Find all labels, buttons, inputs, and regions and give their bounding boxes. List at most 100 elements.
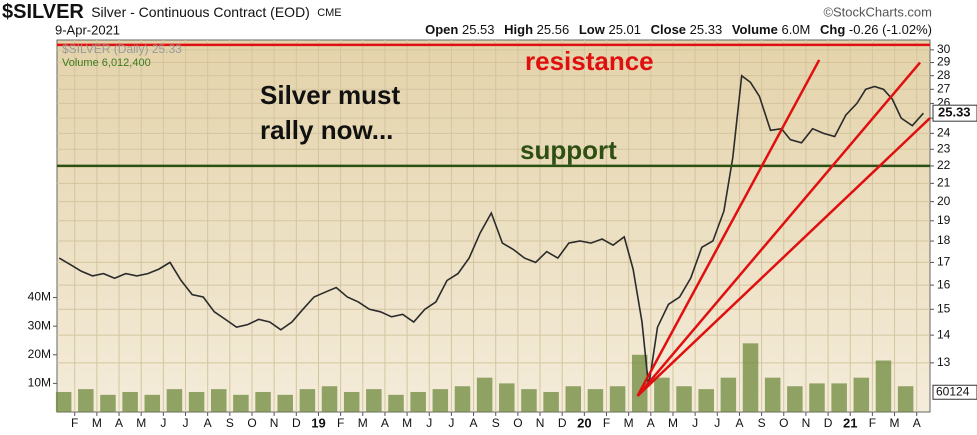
x-tick-label: D (558, 416, 567, 430)
x-tick-label: F (71, 416, 78, 430)
legend-value: 6,012,400 (102, 57, 151, 69)
trend-line (636, 117, 931, 397)
y2-tick-label: 10M (28, 376, 51, 390)
volume-bar (587, 389, 604, 412)
y-tick-label: 20 (937, 194, 951, 208)
x-tick-label: A (381, 416, 389, 430)
volume-bar (521, 389, 537, 412)
x-tick-label: M (668, 416, 678, 430)
x-tick-label: N (536, 416, 545, 430)
x-tick-label: A (204, 416, 212, 430)
volume-bar (565, 386, 582, 412)
x-tick-label: M (358, 416, 368, 430)
x-tick-label: J (448, 416, 454, 430)
volume-bar (144, 394, 161, 412)
volume-tag: 60124 (936, 384, 970, 398)
legend-name: Volume (62, 57, 99, 69)
volume-bar (233, 394, 249, 412)
price-tag-box (932, 104, 977, 122)
x-tick-label: M (92, 416, 102, 430)
volume-bar (100, 394, 116, 412)
volume-bar (476, 377, 493, 412)
x-tick-label: N (270, 416, 279, 430)
volume-bar (321, 386, 338, 412)
plot-layer (55, 40, 931, 412)
support-label: support (520, 135, 617, 165)
resistance-label: resistance (525, 46, 654, 76)
volume-bar (166, 389, 183, 412)
y-tick-label: 14 (937, 327, 951, 341)
y-tick-label: 19 (937, 213, 951, 227)
volume-bar (787, 386, 803, 412)
x-tick-label: O (247, 416, 256, 430)
y-tick-label: 16 (937, 277, 951, 291)
x-tick-label: J (714, 416, 720, 430)
volume-bar (78, 389, 94, 412)
call-line: rally now... (260, 115, 393, 145)
volume-bar (366, 389, 382, 412)
y-tick-label: 18 (937, 233, 951, 247)
volume-bar (742, 343, 759, 412)
subtitle: Silver - Continuous Contract (EOD) (91, 4, 310, 20)
y-tick-label: 13 (937, 355, 951, 369)
volume-bar (631, 354, 648, 412)
y-tick-label: 30 (937, 42, 951, 56)
x-tick-label: S (492, 416, 500, 430)
q-value: 25.56 (537, 22, 570, 37)
date: 9-Apr-2021 (55, 22, 120, 37)
volume-bar (343, 391, 360, 412)
volume-bar (676, 386, 692, 412)
volume-bar (897, 386, 914, 412)
x-tick-label: M (402, 416, 412, 430)
x-tick-label: F (869, 416, 876, 430)
volume-bar (654, 377, 670, 412)
volume-bar (853, 377, 870, 412)
x-tick-label: A (115, 416, 123, 430)
volume-bar (454, 386, 471, 412)
x-tick-label: 20 (577, 415, 591, 430)
volume-bar (609, 386, 626, 412)
q-value: 6.0M (781, 22, 810, 37)
x-tick-label: J (692, 416, 698, 430)
y-tick-label: 29 (937, 55, 951, 69)
volume-bar (410, 391, 426, 412)
volume-bar (831, 383, 847, 412)
q-label: Open (425, 22, 458, 37)
x-tick-label: A (470, 416, 478, 430)
x-tick-label: M (890, 416, 900, 430)
volume-bar (299, 389, 316, 412)
price-tag: 25.33 (938, 105, 971, 120)
volume-bar (809, 383, 825, 412)
y2-tick-label: 30M (28, 318, 51, 332)
volume-bar (432, 389, 449, 412)
volume-bar (277, 394, 293, 412)
x-tick-label: D (824, 416, 833, 430)
x-tick-label: N (802, 416, 811, 430)
price-line (58, 74, 924, 387)
header-line: $SILVER Silver - Continuous Contract (EO… (2, 1, 342, 23)
q-label: High (504, 22, 533, 37)
q-value: 25.53 (462, 22, 495, 37)
legend-name: $SILVER (Daily) (62, 42, 148, 56)
credit: ©StockCharts.com (823, 4, 932, 19)
volume-bar (698, 389, 714, 412)
q-label: Low (579, 22, 606, 37)
volume-bar (499, 383, 515, 412)
x-tick-label: A (647, 416, 655, 430)
x-tick-label: F (337, 416, 344, 430)
y-tick-label: 15 (937, 301, 951, 315)
y2-tick-label: 20M (28, 347, 51, 361)
volume-bar (720, 377, 737, 412)
q-value: 25.01 (608, 22, 641, 37)
x-tick-label: S (758, 416, 766, 430)
y-tick-label: 23 (937, 141, 951, 155)
x-tick-label: 19 (311, 415, 325, 430)
q-value: -0.26 (-1.02%) (849, 22, 932, 37)
x-tick-label: O (513, 416, 522, 430)
trend-line (636, 61, 921, 397)
x-tick-label: O (779, 416, 788, 430)
y-tick-label: 28 (937, 68, 951, 82)
x-tick-label: A (735, 416, 743, 430)
legend-price: $SILVER (Daily) 25.33 (62, 42, 182, 56)
